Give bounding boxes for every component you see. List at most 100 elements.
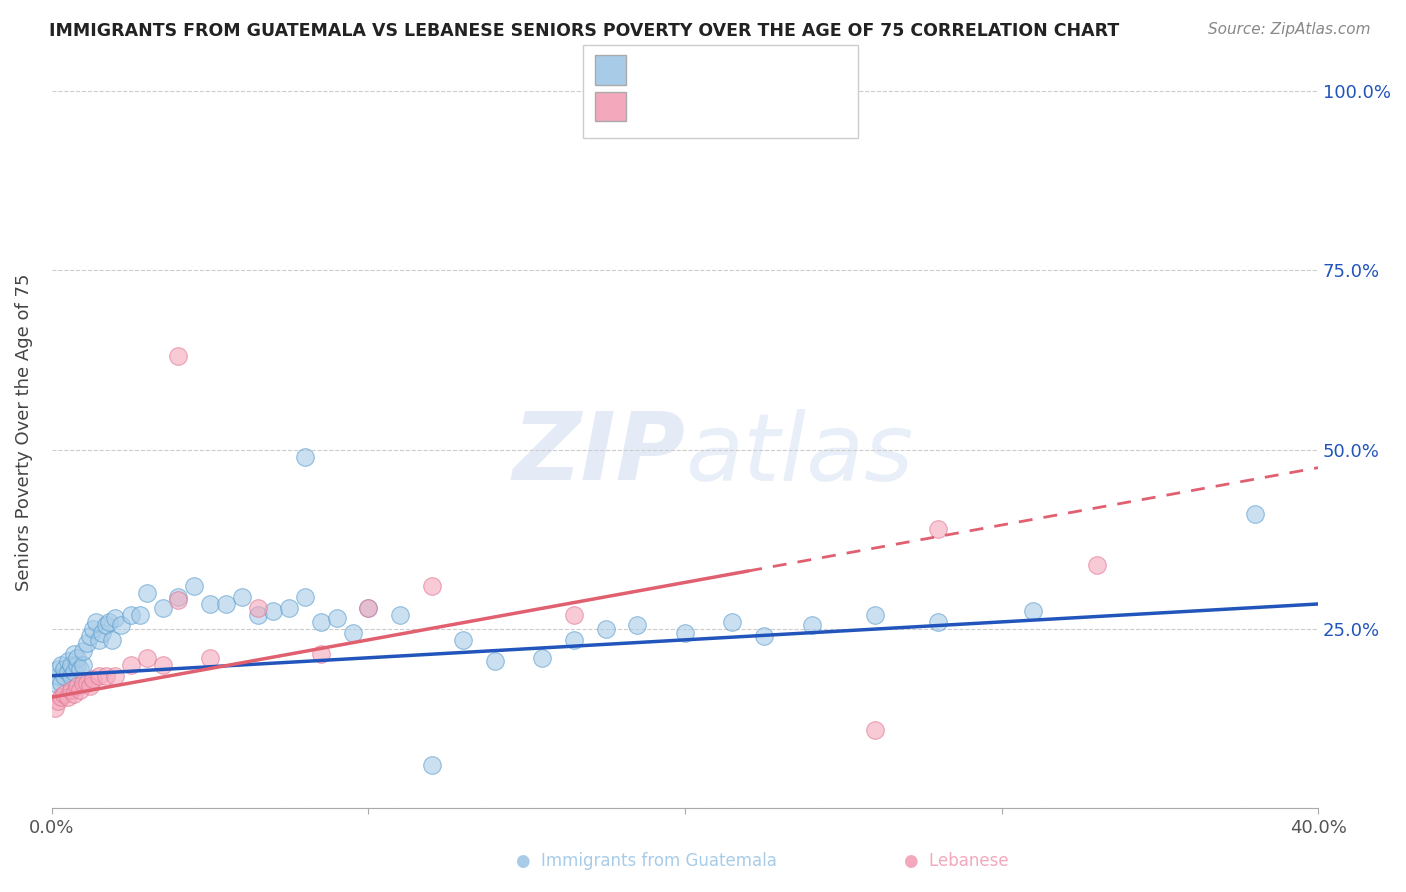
Point [120, 607, 142, 622]
Point [91, 625, 114, 640]
Point [46, 669, 69, 683]
Point [59, 657, 82, 672]
Point [152, 657, 174, 672]
Point [66, 650, 89, 665]
Point [673, 625, 696, 640]
Point [626, 618, 648, 632]
Point [1243, 508, 1265, 522]
Point [262, 604, 284, 618]
Point [59, 669, 82, 683]
Point [595, 622, 617, 636]
Point [342, 625, 364, 640]
Point [357, 600, 380, 615]
Point [453, 632, 475, 647]
Point [135, 586, 157, 600]
Point [1022, 604, 1045, 618]
Point [420, 579, 443, 593]
Point [388, 607, 411, 622]
Point [231, 590, 253, 604]
Point [59, 683, 82, 698]
Point [246, 607, 269, 622]
Point [120, 657, 142, 672]
Point [82, 673, 104, 687]
Point [927, 615, 949, 629]
Point [752, 629, 775, 643]
Point [66, 657, 89, 672]
Point [44, 676, 66, 690]
Point [294, 590, 316, 604]
Point [278, 600, 301, 615]
Point [89, 632, 111, 647]
Text: atlas: atlas [685, 409, 912, 500]
Point [246, 600, 269, 615]
Text: ●  Lebanese: ● Lebanese [904, 852, 1008, 870]
Text: ●  Immigrants from Guatemala: ● Immigrants from Guatemala [516, 852, 778, 870]
Point [63, 665, 86, 680]
Point [63, 687, 86, 701]
Point [562, 607, 585, 622]
Point [94, 669, 117, 683]
Point [69, 683, 91, 698]
Point [79, 629, 101, 643]
Point [183, 579, 205, 593]
Point [97, 615, 120, 629]
Text: R = 0.291    N = 28: R = 0.291 N = 28 [633, 97, 808, 116]
Point [110, 618, 132, 632]
Point [325, 611, 347, 625]
Point [84, 615, 107, 629]
Point [82, 622, 104, 636]
Point [129, 607, 152, 622]
Point [79, 680, 101, 694]
Point [76, 676, 98, 690]
Point [72, 643, 94, 657]
Point [198, 650, 221, 665]
Point [420, 758, 443, 772]
Point [721, 615, 744, 629]
Point [135, 650, 157, 665]
Point [101, 632, 124, 647]
Point [51, 676, 73, 690]
Point [69, 661, 91, 675]
Point [484, 654, 506, 668]
Point [167, 350, 190, 364]
Text: Source: ZipAtlas.com: Source: ZipAtlas.com [1208, 22, 1371, 37]
Point [800, 618, 823, 632]
Point [167, 593, 190, 607]
Point [56, 654, 79, 668]
Point [89, 669, 111, 683]
Point [66, 680, 89, 694]
Point [56, 690, 79, 705]
Point [309, 647, 332, 661]
Point [94, 618, 117, 632]
Text: R = 0.173    N = 62: R = 0.173 N = 62 [633, 61, 808, 79]
Point [198, 597, 221, 611]
Text: IMMIGRANTS FROM GUATEMALA VS LEBANESE SENIORS POVERTY OVER THE AGE OF 75 CORRELA: IMMIGRANTS FROM GUATEMALA VS LEBANESE SE… [49, 22, 1119, 40]
Point [309, 615, 332, 629]
Point [863, 723, 886, 737]
Point [152, 600, 174, 615]
Point [51, 690, 73, 705]
Point [863, 607, 886, 622]
Point [104, 669, 127, 683]
Point [927, 522, 949, 536]
Point [72, 676, 94, 690]
Point [63, 647, 86, 661]
Point [357, 600, 380, 615]
Point [44, 701, 66, 715]
Point [531, 650, 554, 665]
Text: ZIP: ZIP [512, 409, 685, 500]
Point [294, 450, 316, 464]
Point [56, 665, 79, 680]
Point [46, 661, 69, 675]
Point [51, 657, 73, 672]
Point [53, 669, 76, 683]
Point [1085, 558, 1108, 572]
Point [76, 636, 98, 650]
Point [167, 590, 190, 604]
Point [53, 687, 76, 701]
Point [46, 694, 69, 708]
Point [104, 611, 127, 625]
Point [562, 632, 585, 647]
Y-axis label: Seniors Poverty Over the Age of 75: Seniors Poverty Over the Age of 75 [15, 273, 32, 591]
Point [72, 657, 94, 672]
